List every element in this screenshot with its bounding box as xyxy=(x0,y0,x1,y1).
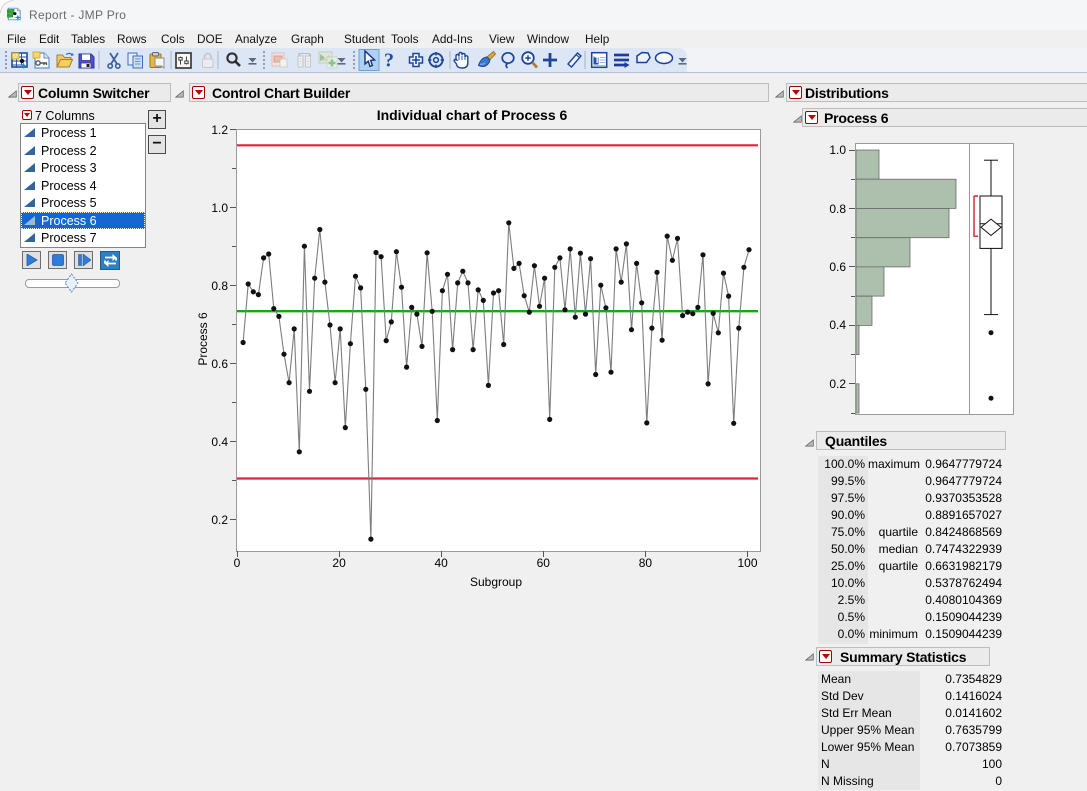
svg-text:T: T xyxy=(594,55,600,65)
svg-text:?: ? xyxy=(384,50,394,72)
